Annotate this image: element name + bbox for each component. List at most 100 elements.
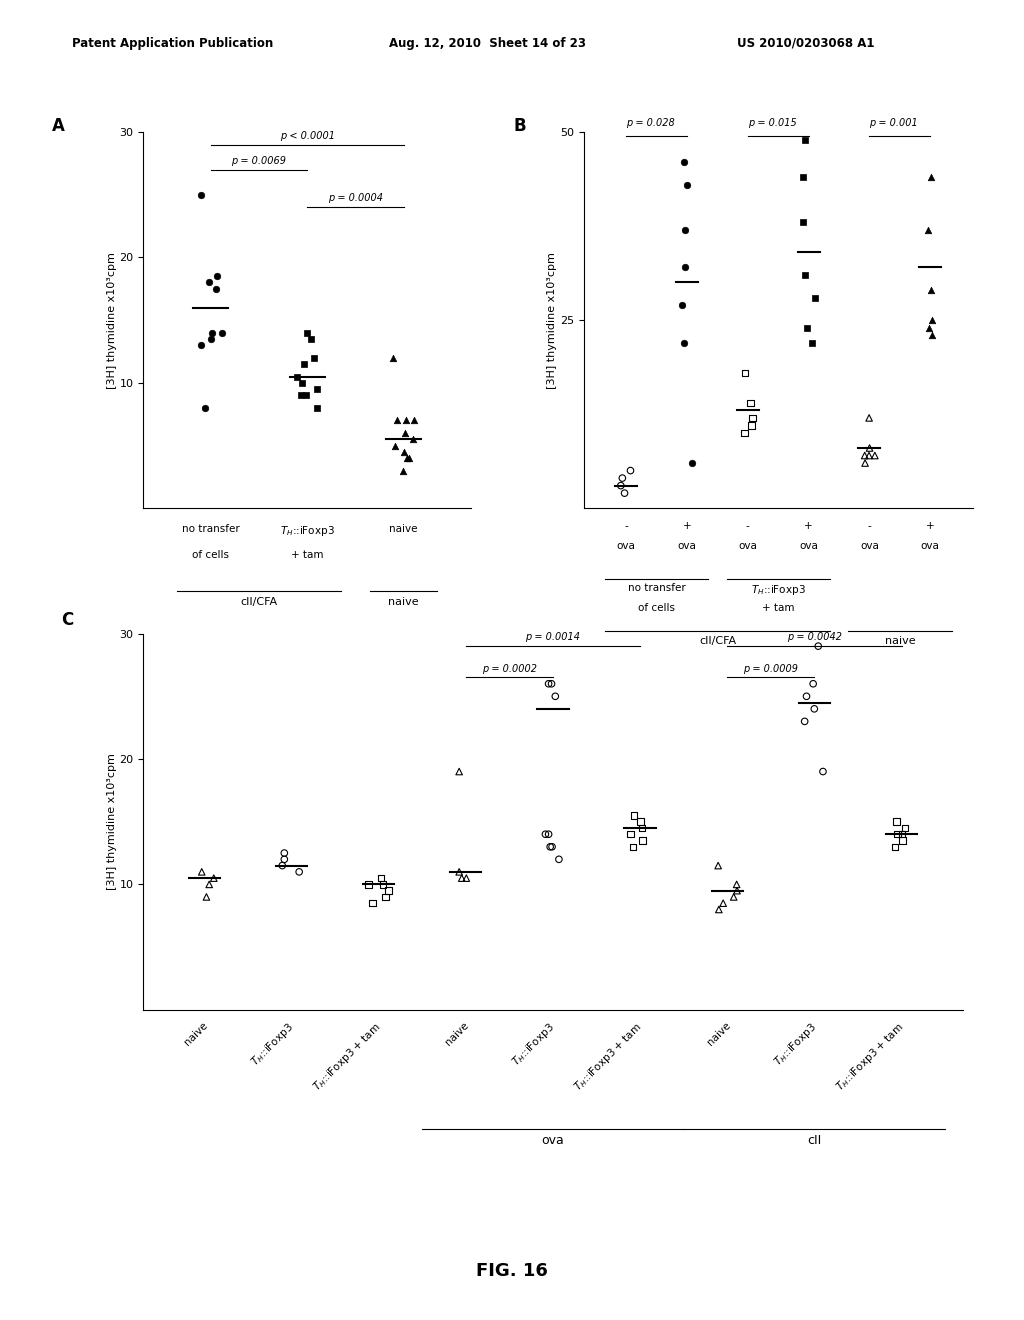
Text: + tam: + tam bbox=[291, 550, 324, 561]
Point bbox=[387, 436, 403, 457]
Point bbox=[920, 219, 936, 240]
Point bbox=[454, 867, 470, 888]
Text: ova: ova bbox=[921, 541, 940, 552]
Point bbox=[729, 880, 745, 902]
Point bbox=[206, 867, 222, 888]
Point bbox=[389, 409, 406, 430]
Text: $T_H$::iFoxp3: $T_H$::iFoxp3 bbox=[248, 1020, 297, 1069]
Point bbox=[199, 887, 215, 908]
Text: cII/CFA: cII/CFA bbox=[241, 597, 278, 607]
Text: -: - bbox=[745, 521, 750, 532]
Point bbox=[632, 810, 648, 833]
Point bbox=[451, 862, 467, 883]
Point bbox=[299, 322, 315, 343]
Text: no transfer: no transfer bbox=[182, 524, 240, 535]
Y-axis label: [3H] thymidine x10³cpm: [3H] thymidine x10³cpm bbox=[106, 754, 117, 890]
Point bbox=[799, 686, 815, 708]
Point bbox=[805, 673, 821, 694]
Text: $T_H$::iFoxp3: $T_H$::iFoxp3 bbox=[771, 1020, 819, 1069]
Text: p < 0.0001: p < 0.0001 bbox=[280, 131, 335, 141]
Point bbox=[541, 673, 557, 694]
Point bbox=[451, 760, 467, 781]
Point bbox=[404, 429, 421, 450]
Text: Patent Application Publication: Patent Application Publication bbox=[72, 37, 273, 50]
Point bbox=[742, 392, 759, 413]
Point bbox=[293, 385, 309, 407]
Text: ova: ova bbox=[799, 541, 818, 552]
Point bbox=[806, 698, 822, 719]
Point bbox=[538, 824, 554, 845]
Point bbox=[728, 874, 744, 895]
Point bbox=[375, 874, 391, 895]
Point bbox=[684, 453, 700, 474]
Point bbox=[634, 817, 650, 838]
Point bbox=[406, 409, 422, 430]
Point bbox=[807, 286, 823, 308]
Text: p = 0.0042: p = 0.0042 bbox=[786, 632, 842, 643]
Point bbox=[737, 362, 754, 383]
Point bbox=[623, 461, 639, 482]
Point bbox=[276, 842, 293, 863]
Point bbox=[861, 445, 878, 466]
Point bbox=[679, 174, 695, 195]
Point bbox=[203, 329, 219, 350]
Point bbox=[541, 824, 557, 845]
Point bbox=[614, 467, 631, 488]
Text: $T_H$::iFoxp3 + tam: $T_H$::iFoxp3 + tam bbox=[833, 1020, 906, 1094]
Point bbox=[458, 867, 474, 888]
Point bbox=[795, 166, 811, 187]
Point bbox=[923, 280, 939, 301]
Text: +: + bbox=[926, 521, 935, 532]
Point bbox=[924, 310, 940, 331]
Point bbox=[612, 475, 629, 496]
Point bbox=[193, 335, 209, 356]
Point bbox=[921, 317, 937, 338]
Point bbox=[201, 874, 217, 895]
Point bbox=[866, 445, 883, 466]
Point bbox=[204, 322, 220, 343]
Point bbox=[861, 437, 878, 458]
Point bbox=[274, 855, 291, 876]
Point bbox=[547, 686, 563, 708]
Point bbox=[711, 899, 727, 920]
Text: $T_H$::iFoxp3: $T_H$::iFoxp3 bbox=[280, 524, 335, 539]
Point bbox=[360, 874, 377, 895]
Point bbox=[857, 453, 873, 474]
Text: -: - bbox=[867, 521, 871, 532]
Point bbox=[797, 129, 813, 150]
Y-axis label: [3H] thymidine x10³cpm: [3H] thymidine x10³cpm bbox=[547, 252, 557, 388]
Text: p = 0.028: p = 0.028 bbox=[627, 119, 675, 128]
Point bbox=[888, 810, 904, 833]
Point bbox=[303, 329, 319, 350]
Point bbox=[890, 824, 906, 845]
Point bbox=[365, 892, 381, 913]
Point bbox=[743, 414, 760, 436]
Text: naive: naive bbox=[388, 597, 419, 607]
Text: naive: naive bbox=[182, 1020, 210, 1048]
Point bbox=[797, 264, 813, 285]
Text: no transfer: no transfer bbox=[628, 583, 685, 594]
Point bbox=[396, 441, 413, 462]
Text: p = 0.0014: p = 0.0014 bbox=[525, 632, 581, 643]
Text: C: C bbox=[61, 611, 74, 630]
Point bbox=[544, 673, 560, 694]
Point bbox=[397, 409, 414, 430]
Text: +: + bbox=[683, 521, 691, 532]
Text: +: + bbox=[804, 521, 813, 532]
Text: ova: ova bbox=[542, 1134, 564, 1147]
Text: ova: ova bbox=[678, 541, 696, 552]
Text: US 2010/0203068 A1: US 2010/0203068 A1 bbox=[737, 37, 874, 50]
Point bbox=[924, 325, 940, 346]
Point bbox=[296, 354, 312, 375]
Text: $T_H$::iFoxp3 + tam: $T_H$::iFoxp3 + tam bbox=[571, 1020, 645, 1094]
Text: Aug. 12, 2010  Sheet 14 of 23: Aug. 12, 2010 Sheet 14 of 23 bbox=[389, 37, 586, 50]
Point bbox=[294, 372, 310, 393]
Text: $T_H$::iFoxp3: $T_H$::iFoxp3 bbox=[751, 583, 806, 598]
Text: of cells: of cells bbox=[193, 550, 229, 561]
Point bbox=[625, 837, 641, 858]
Point bbox=[194, 862, 210, 883]
Point bbox=[298, 385, 314, 407]
Point bbox=[744, 408, 761, 429]
Point bbox=[542, 837, 558, 858]
Point bbox=[401, 447, 418, 469]
